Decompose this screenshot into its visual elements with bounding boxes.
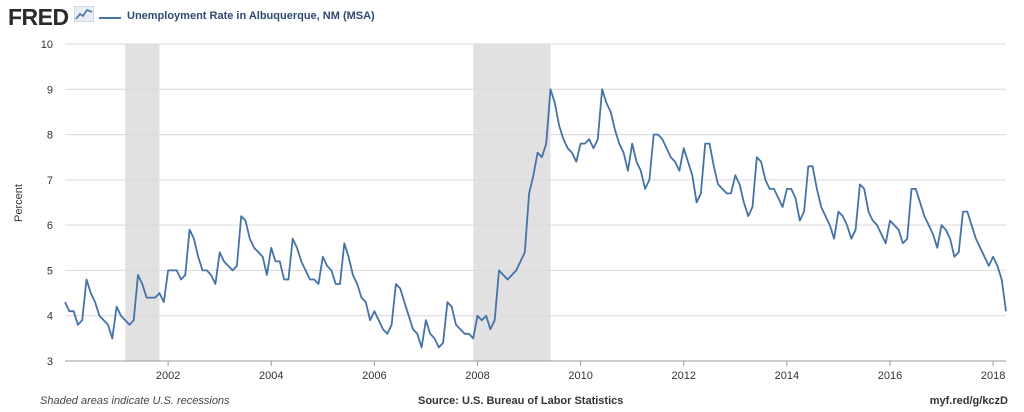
x-tick-label-2004: 2004 bbox=[259, 370, 283, 382]
x-tick-label-2012: 2012 bbox=[671, 370, 695, 382]
y-axis-label: Percent bbox=[13, 184, 25, 222]
y-axis: 3 4 5 6 7 8 9 10 bbox=[41, 39, 53, 368]
y-tick-label-10: 10 bbox=[41, 39, 53, 51]
y-tick-label-5: 5 bbox=[47, 265, 53, 277]
series-layer bbox=[64, 88, 1007, 349]
y-tick-label-9: 9 bbox=[47, 84, 53, 96]
recession-band-1 bbox=[125, 44, 160, 361]
series-line-1 bbox=[64, 88, 1007, 349]
y-tick-label-3: 3 bbox=[47, 356, 53, 368]
source-text: Source: U.S. Bureau of Labor Statistics bbox=[418, 395, 624, 407]
x-tick-label-2008: 2008 bbox=[465, 370, 489, 382]
y-tick-label-7: 7 bbox=[47, 175, 53, 187]
x-tick-label-2002: 2002 bbox=[156, 370, 180, 382]
x-tick-label-2018: 2018 bbox=[981, 370, 1005, 382]
x-tick-label-2010: 2010 bbox=[568, 370, 592, 382]
fred-graph-icon bbox=[74, 6, 94, 22]
fred-logo[interactable]: FRED bbox=[8, 4, 69, 30]
recession-band-2 bbox=[473, 44, 551, 361]
short-link[interactable]: myf.red/g/kczD bbox=[929, 395, 1008, 407]
chart-header: FRED Unemployment Rate in Albuquerque, N… bbox=[0, 0, 1024, 36]
legend-series-label: Unemployment Rate in Albuquerque, NM (MS… bbox=[127, 10, 375, 22]
recession-note: Shaded areas indicate U.S. recessions bbox=[40, 395, 230, 407]
y-tick-label-6: 6 bbox=[47, 220, 53, 232]
y-tick-label-4: 4 bbox=[47, 311, 53, 323]
x-axis: 2002 2004 2006 2008 2010 2012 2014 2016 2018 bbox=[65, 360, 1006, 382]
x-tick-label-2006: 2006 bbox=[362, 370, 386, 382]
recession-bands bbox=[125, 44, 551, 361]
y-tick-label-8: 8 bbox=[47, 130, 53, 142]
x-tick-label-2014: 2014 bbox=[775, 370, 799, 382]
legend-swatch bbox=[99, 17, 121, 19]
x-tick-label-2016: 2016 bbox=[878, 370, 902, 382]
